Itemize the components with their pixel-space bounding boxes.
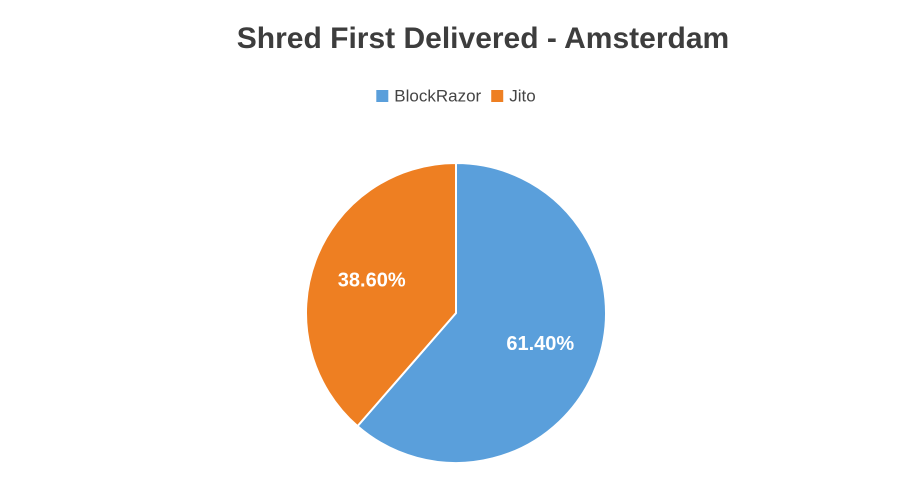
data-label: 61.40%: [506, 333, 574, 355]
chart-title: Shred First Delivered - Amsterdam: [237, 22, 729, 55]
legend-swatch: [491, 90, 504, 102]
legend-swatch: [376, 90, 389, 102]
pie-slice: [305, 161, 457, 428]
legend-label: Jito: [509, 86, 535, 105]
pie-slice: [356, 161, 607, 464]
legend-label: BlockRazor: [394, 86, 481, 105]
data-label: 38.60%: [338, 270, 406, 292]
